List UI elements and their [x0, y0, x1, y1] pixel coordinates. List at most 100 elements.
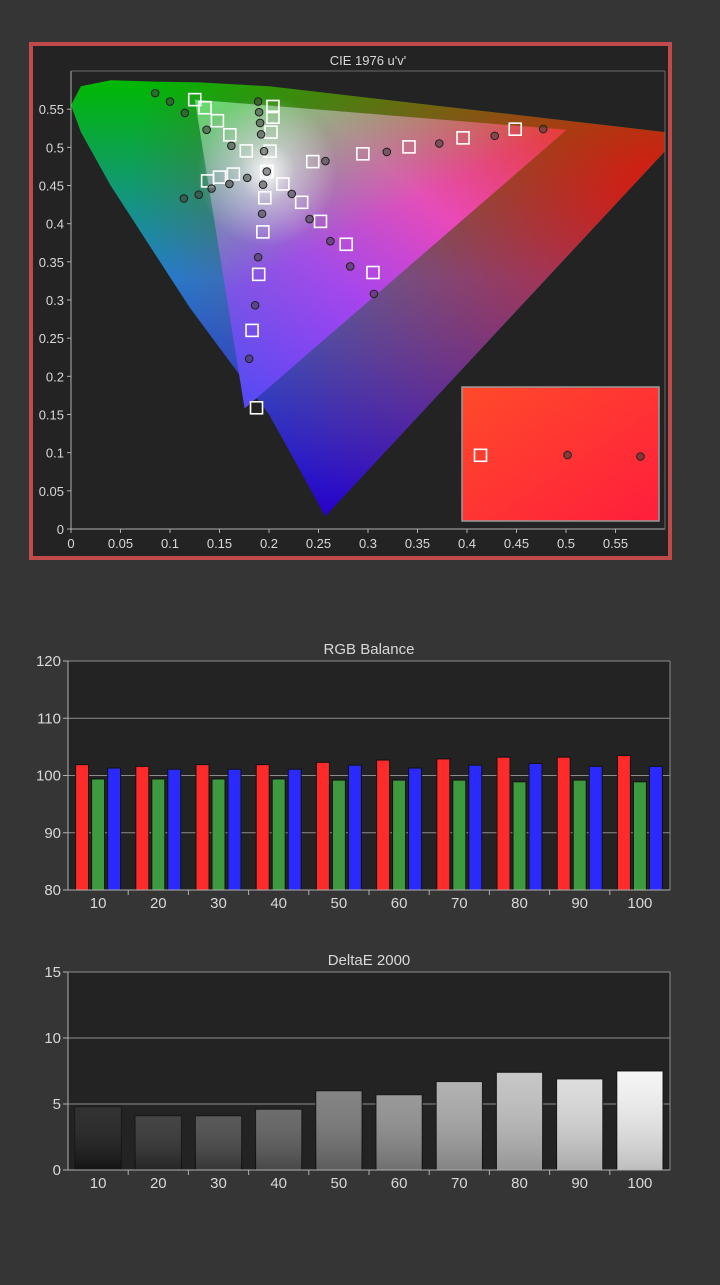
rgb-balance-bar	[135, 765, 150, 891]
cie-measured-point	[202, 125, 211, 135]
cie-x-tick-label: 0.45	[504, 536, 529, 551]
cie-x-tick-label: 0.15	[207, 536, 232, 551]
rgb-balance-x-tick-label: 20	[150, 895, 167, 912]
cie-measured-point	[180, 108, 190, 118]
cie-target-square	[456, 131, 470, 145]
cie-measured-point	[326, 236, 335, 246]
deltae-bar-shade	[255, 1109, 302, 1170]
rgb-balance-y-tick-label: 120	[36, 653, 61, 670]
cie-y-tick-label: 0.55	[39, 102, 64, 117]
cie-measured-point	[255, 118, 265, 128]
rgb-balance-bar	[347, 764, 362, 891]
deltae-x-tick-label: 80	[511, 1175, 528, 1192]
cie-y-tick-label: 0.45	[39, 179, 64, 194]
rgb-balance-x-tick-label: 90	[571, 895, 588, 912]
cie-y-tick-label: 0.3	[46, 293, 64, 308]
rgb-balance-bar	[556, 756, 571, 891]
cie-x-tick-label: 0.35	[405, 536, 430, 551]
deltae-x-tick-label: 90	[571, 1175, 588, 1192]
rgb-balance-bar	[151, 778, 166, 891]
cie-target-square	[305, 154, 320, 169]
cie-measured-point	[253, 252, 263, 262]
cie-y-tick-label: 0.4	[46, 217, 64, 232]
rgb-balance-bar	[392, 779, 407, 891]
rgb-balance-bar	[632, 781, 647, 891]
cie-zoom-inset	[461, 386, 660, 522]
rgb-balance-x-tick-label: 70	[451, 895, 468, 912]
deltae-x-tick-label: 50	[331, 1175, 348, 1192]
deltae-bar-shade	[496, 1072, 543, 1170]
rgb-balance-bar	[107, 767, 122, 891]
rgb-balance-x-tick-label: 50	[331, 895, 348, 912]
rgb-balance-title: RGB Balance	[324, 641, 415, 658]
cie-measured-point	[345, 262, 355, 271]
cie-y-tick-label: 0.25	[39, 331, 64, 346]
deltae-bar-shade	[556, 1078, 603, 1170]
cie-measured-point	[253, 97, 263, 106]
rgb-balance-bar	[468, 764, 483, 891]
rgb-balance-x-tick-label: 40	[270, 895, 287, 912]
cie-target-square	[260, 164, 274, 179]
deltae-bar-shade	[315, 1090, 362, 1170]
cie-measured-point	[179, 194, 189, 203]
rgb-balance-bar	[648, 765, 663, 891]
rgb-balance-bar	[512, 781, 527, 891]
deltae-bar-shade	[616, 1071, 663, 1170]
cie-target-square	[266, 99, 280, 114]
rgb-balance-x-tick-label: 10	[90, 895, 107, 912]
cie-measured-point	[259, 146, 269, 156]
cie-measured-point	[369, 289, 379, 299]
deltae-x-tick-label: 70	[451, 1175, 468, 1192]
cie-measured-point	[207, 184, 216, 193]
cie-target-square	[212, 170, 227, 184]
cie-measured-point	[305, 214, 314, 224]
cie-measured-point	[244, 354, 254, 364]
cie-target-square	[356, 147, 370, 161]
cie-measured-point	[538, 124, 548, 134]
cie-measured-point	[242, 173, 252, 183]
cie-measured-point	[258, 180, 268, 190]
cie-measured-point	[194, 190, 204, 199]
deltae-title: DeltaE 2000	[328, 952, 411, 969]
cie-x-tick-label: 0.2	[260, 536, 278, 551]
cie-target-square	[256, 225, 270, 239]
cie-measured-point	[256, 130, 266, 139]
cie-measured-point	[321, 156, 330, 166]
rgb-balance-bar	[91, 778, 106, 891]
rgb-balance-bar	[167, 768, 182, 891]
cie-y-tick-label: 0.05	[39, 484, 64, 499]
cie-x-tick-label: 0.1	[161, 536, 179, 551]
cie-title: CIE 1976 u'v'	[330, 53, 407, 68]
deltae-y-tick-label: 15	[44, 964, 61, 981]
cie-y-tick-label: 0	[57, 522, 64, 537]
cie-target-square	[294, 195, 309, 210]
deltae-x-tick-label: 20	[150, 1175, 167, 1192]
cie-x-tick-label: 0.55	[603, 536, 628, 551]
cie-y-tick-label: 0.5	[46, 140, 64, 155]
deltae-x-tick-label: 60	[391, 1175, 408, 1192]
rgb-balance-y-tick-label: 90	[44, 825, 61, 842]
rgb-balance-bar	[452, 779, 467, 891]
rgb-balance-bar	[331, 779, 346, 891]
rgb-balance-bar	[211, 778, 226, 891]
cie-measured-point	[150, 88, 160, 98]
rgb-balance-bar	[616, 754, 631, 891]
cie-measured-point	[287, 189, 297, 199]
cie-target-square	[226, 167, 241, 181]
cie-target-square	[222, 128, 237, 142]
rgb-balance-bar	[255, 764, 270, 891]
cie-target-square	[187, 92, 202, 107]
cie-x-tick-label: 0	[67, 536, 74, 551]
cie-target-square	[210, 113, 225, 128]
rgb-balance-y-tick-label: 100	[36, 768, 61, 785]
cie-y-tick-label: 0.2	[46, 369, 64, 384]
cie-measured-point	[382, 147, 392, 157]
cie-y-tick-label: 0.15	[39, 408, 64, 423]
rgb-balance-x-tick-label: 80	[511, 895, 528, 912]
deltae-bar-shade	[135, 1115, 182, 1170]
cie-target-square	[313, 214, 328, 229]
rgb-balance-x-tick-label: 60	[391, 895, 408, 912]
cie-x-tick-label: 0.5	[557, 536, 575, 551]
rgb-balance-bar	[195, 764, 210, 891]
cie-target-square	[239, 144, 254, 158]
